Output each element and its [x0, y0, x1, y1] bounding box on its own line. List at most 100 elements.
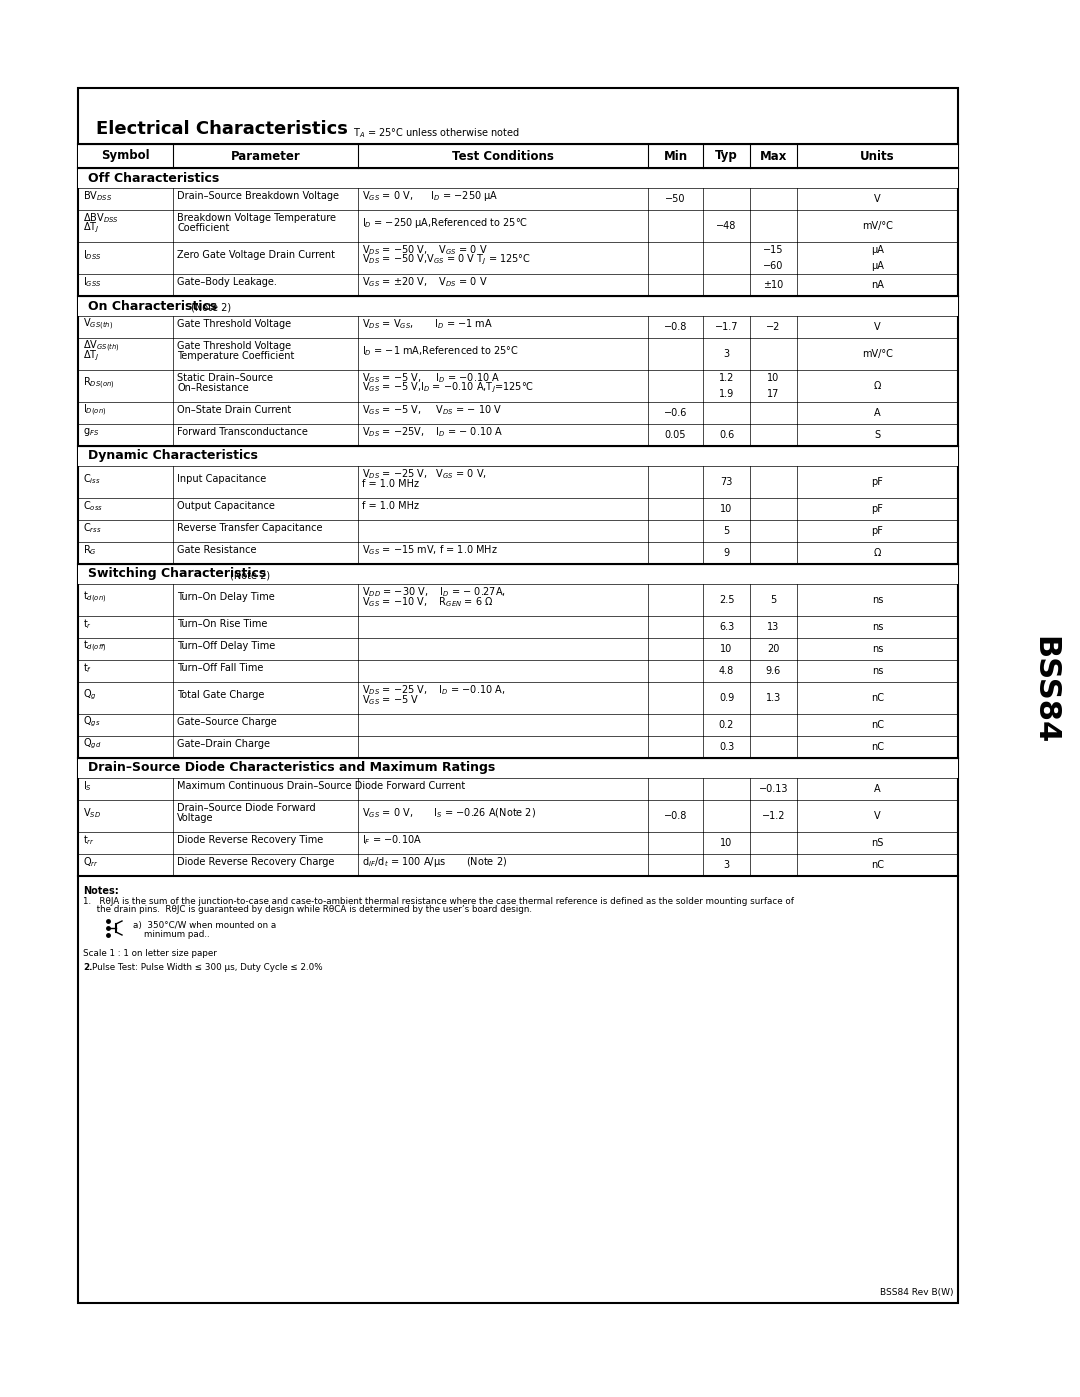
- Text: V$_{DS}$ = −25V,    I$_D$ = − 0.10 A: V$_{DS}$ = −25V, I$_D$ = − 0.10 A: [362, 425, 503, 439]
- Text: t$_{d(off)}$: t$_{d(off)}$: [83, 638, 107, 654]
- Text: ns: ns: [872, 595, 883, 605]
- Text: BSS84: BSS84: [1030, 636, 1059, 745]
- Text: V$_{DS}$ = −50 V,    V$_{GS}$ = 0 V: V$_{DS}$ = −50 V, V$_{GS}$ = 0 V: [362, 243, 488, 257]
- Text: mV/°C: mV/°C: [862, 349, 893, 359]
- Text: C$_{oss}$: C$_{oss}$: [83, 499, 103, 513]
- Text: −1.2: −1.2: [761, 812, 785, 821]
- Text: Drain–Source Diode Characteristics and Maximum Ratings: Drain–Source Diode Characteristics and M…: [87, 761, 496, 774]
- Text: V$_{GS}$ = −10 V,    R$_{GEN}$ = 6 Ω: V$_{GS}$ = −10 V, R$_{GEN}$ = 6 Ω: [362, 595, 494, 609]
- Text: I$_{GSS}$: I$_{GSS}$: [83, 275, 102, 289]
- Text: 10: 10: [720, 838, 732, 848]
- Text: 0.6: 0.6: [719, 430, 734, 440]
- Bar: [78, 88, 958, 1303]
- Text: t$_{rr}$: t$_{rr}$: [83, 833, 95, 847]
- Text: nS: nS: [872, 838, 883, 848]
- Text: 0.2: 0.2: [719, 719, 734, 731]
- Text: μA: μA: [872, 261, 883, 271]
- Text: V$_{GS}$ = −5 V: V$_{GS}$ = −5 V: [362, 693, 419, 707]
- Text: t$_f$: t$_f$: [83, 661, 92, 675]
- Text: A: A: [874, 408, 881, 418]
- Text: ΔT$_J$: ΔT$_J$: [83, 349, 99, 363]
- Text: V$_{DS}$ = V$_{GS}$,       I$_D$ = −1 mA: V$_{DS}$ = V$_{GS}$, I$_D$ = −1 mA: [362, 317, 492, 331]
- Text: −48: −48: [716, 221, 737, 231]
- Text: Static Drain–Source: Static Drain–Source: [177, 373, 273, 383]
- Text: (Note 2): (Note 2): [191, 302, 231, 312]
- Text: 2.5: 2.5: [719, 595, 734, 605]
- Bar: [78, 168, 958, 189]
- Text: 1.2: 1.2: [719, 373, 734, 383]
- Text: 10: 10: [720, 644, 732, 654]
- Text: BV$_{DSS}$: BV$_{DSS}$: [83, 189, 112, 203]
- Text: I$_F$ = −0.10A: I$_F$ = −0.10A: [362, 833, 422, 847]
- Text: 1.   RθJA is the sum of the junction-to-case and case-to-ambient thermal resista: 1. RθJA is the sum of the junction-to-ca…: [83, 897, 794, 907]
- Text: minimum pad..: minimum pad..: [133, 930, 210, 939]
- Text: 0.05: 0.05: [665, 430, 686, 440]
- Text: Gate Threshold Voltage: Gate Threshold Voltage: [177, 341, 292, 351]
- Text: Gate–Body Leakage.: Gate–Body Leakage.: [177, 277, 276, 286]
- Text: Turn–On Delay Time: Turn–On Delay Time: [177, 592, 274, 602]
- Text: Diode Reverse Recovery Time: Diode Reverse Recovery Time: [177, 835, 323, 845]
- Text: 9.6: 9.6: [766, 666, 781, 676]
- Text: Zero Gate Voltage Drain Current: Zero Gate Voltage Drain Current: [177, 250, 335, 260]
- Text: ΔT$_J$: ΔT$_J$: [83, 221, 99, 235]
- Text: V: V: [874, 812, 881, 821]
- Text: Max: Max: [760, 149, 787, 162]
- Text: I$_D$ = −250 μA,Referenced to 25°C: I$_D$ = −250 μA,Referenced to 25°C: [362, 217, 528, 231]
- Bar: [78, 564, 958, 584]
- Text: nC: nC: [870, 719, 885, 731]
- Text: 5: 5: [770, 595, 777, 605]
- Text: V$_{GS}$ = ±20 V,    V$_{DS}$ = 0 V: V$_{GS}$ = ±20 V, V$_{DS}$ = 0 V: [362, 275, 488, 289]
- Text: −0.6: −0.6: [664, 408, 687, 418]
- Text: Off Characteristics: Off Characteristics: [87, 172, 219, 184]
- Text: Coefficient: Coefficient: [177, 224, 229, 233]
- Text: On Characteristics: On Characteristics: [87, 299, 217, 313]
- Text: Typ: Typ: [715, 149, 738, 162]
- Text: 1.3: 1.3: [766, 693, 781, 703]
- Text: V$_{DS}$ = −25 V,   V$_{GS}$ = 0 V,: V$_{DS}$ = −25 V, V$_{GS}$ = 0 V,: [362, 467, 487, 481]
- Text: V$_{GS}$ = 0 V,       I$_S$ = −0.26 A(Note 2): V$_{GS}$ = 0 V, I$_S$ = −0.26 A(Note 2): [362, 806, 536, 820]
- Text: −2: −2: [767, 321, 781, 332]
- Bar: [78, 446, 958, 467]
- Text: 4.8: 4.8: [719, 666, 734, 676]
- Text: C$_{iss}$: C$_{iss}$: [83, 472, 100, 486]
- Text: 13: 13: [768, 622, 780, 631]
- Text: Scale 1 : 1 on letter size paper: Scale 1 : 1 on letter size paper: [83, 949, 217, 958]
- Text: Ω: Ω: [874, 548, 881, 557]
- Text: −0.13: −0.13: [759, 784, 788, 793]
- Text: Maximum Continuous Drain–Source Diode Forward Current: Maximum Continuous Drain–Source Diode Fo…: [177, 781, 465, 791]
- Text: ΔV$_{GS(th)}$: ΔV$_{GS(th)}$: [83, 338, 120, 353]
- Text: pF: pF: [872, 527, 883, 536]
- Text: V$_{GS(th)}$: V$_{GS(th)}$: [83, 316, 113, 331]
- Text: μA: μA: [872, 244, 883, 256]
- Text: −15: −15: [764, 244, 784, 256]
- Text: Switching Characteristics: Switching Characteristics: [87, 567, 267, 581]
- Text: I$_S$: I$_S$: [83, 780, 92, 793]
- Text: Gate–Drain Charge: Gate–Drain Charge: [177, 739, 270, 749]
- Text: −1.7: −1.7: [715, 321, 739, 332]
- Text: 20: 20: [767, 644, 780, 654]
- Text: 1.9: 1.9: [719, 388, 734, 400]
- Text: Dynamic Characteristics: Dynamic Characteristics: [87, 450, 258, 462]
- Text: Reverse Transfer Capacitance: Reverse Transfer Capacitance: [177, 522, 323, 534]
- Text: a)  350°C/W when mounted on a: a) 350°C/W when mounted on a: [133, 921, 276, 930]
- Text: V$_{DD}$ = −30 V,    I$_D$ = − 0.27A,: V$_{DD}$ = −30 V, I$_D$ = − 0.27A,: [362, 585, 505, 599]
- Text: Q$_g$: Q$_g$: [83, 687, 97, 703]
- Text: −0.8: −0.8: [664, 812, 687, 821]
- Text: 0.3: 0.3: [719, 742, 734, 752]
- Text: ns: ns: [872, 622, 883, 631]
- Text: V$_{GS}$ = −15 mV, f = 1.0 MHz: V$_{GS}$ = −15 mV, f = 1.0 MHz: [362, 543, 498, 557]
- Text: Turn–On Rise Time: Turn–On Rise Time: [177, 619, 268, 629]
- Text: Gate Resistance: Gate Resistance: [177, 545, 257, 555]
- Text: 9: 9: [724, 548, 730, 557]
- Text: pF: pF: [872, 476, 883, 488]
- Text: ns: ns: [872, 666, 883, 676]
- Text: Parameter: Parameter: [231, 149, 300, 162]
- Text: S: S: [875, 430, 880, 440]
- Text: nC: nC: [870, 742, 885, 752]
- Text: Q$_{rr}$: Q$_{rr}$: [83, 855, 98, 869]
- Text: pF: pF: [872, 504, 883, 514]
- Text: Symbol: Symbol: [102, 149, 150, 162]
- Text: d$_{IF}$/d$_t$ = 100 A/μs       (Note 2): d$_{IF}$/d$_t$ = 100 A/μs (Note 2): [362, 855, 508, 869]
- Text: Output Capacitance: Output Capacitance: [177, 502, 275, 511]
- Text: −50: −50: [665, 194, 686, 204]
